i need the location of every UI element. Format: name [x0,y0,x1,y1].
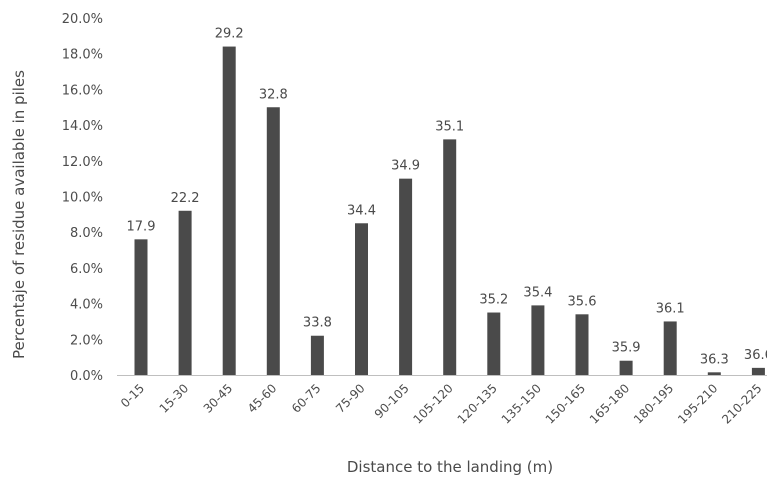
x-tick-label: 0-15 [118,381,147,410]
y-tick-label: 4.0% [70,298,103,313]
y-tick-label: 0.0% [70,369,103,384]
y-tick-label: 8.0% [70,226,103,241]
y-tick-label: 12.0% [62,155,103,170]
data-label: 22.2 [171,191,200,206]
y-tick-label: 18.0% [62,48,103,63]
data-label: 17.9 [127,219,156,234]
data-label: 35.2 [479,293,508,308]
y-tick-label: 10.0% [62,191,103,206]
x-tick-label: 180-195 [631,381,676,426]
y-tick-label: 16.0% [62,83,103,98]
bar [751,367,765,375]
x-tick-label: 30-45 [201,381,236,416]
data-label: 34.4 [347,203,376,218]
data-label: 33.8 [303,316,332,331]
y-tick-label: 20.0% [62,12,103,27]
x-tick-label: 150-165 [543,381,588,426]
data-label: 35.1 [435,119,464,134]
bar [487,312,501,375]
y-axis-ticks: 0.0% 2.0% 4.0% 6.0% 8.0% 10.0% 12.0% 14.0% 16.0%… [62,12,103,384]
bar [443,139,457,375]
bar [134,239,148,375]
data-label: 36.1 [656,301,685,316]
y-tick-label: 6.0% [70,262,103,277]
bars-group [134,46,765,376]
x-tick-label: 120-135 [455,381,500,426]
x-tick-label: 15-30 [157,381,192,416]
x-tick-label: 75-90 [333,381,368,416]
data-label: 35.4 [523,285,552,300]
bar [310,335,324,375]
x-tick-label: 90-105 [372,381,412,421]
data-label: 34.9 [391,159,420,174]
x-axis-ticks: 0-15 15-30 30-45 45-60 60-75 75-90 90-105105-1… [118,381,765,426]
x-tick-label: 45-60 [245,381,280,416]
y-tick-label: 14.0% [62,119,103,134]
x-tick-label: 60-75 [289,381,324,416]
x-tick-label: 105-120 [410,381,455,426]
x-tick-label: 135-150 [499,381,544,426]
data-label: 29.2 [215,27,244,42]
x-tick-label: 210-225 [719,381,764,426]
bar [663,321,677,375]
bar [707,372,721,375]
bar [178,210,192,375]
bar [531,305,545,375]
bar [575,314,589,375]
data-label: 35.6 [568,294,597,309]
data-label: 36.3 [700,352,729,367]
x-tick-label: 165-180 [587,381,632,426]
bar [619,360,633,375]
bar [355,223,368,375]
bar [266,107,280,375]
y-tick-label: 2.0% [70,333,103,348]
x-axis-title: Distance to the landing (m) [347,458,553,476]
bar [399,178,413,375]
x-tick-label: 195-210 [675,381,720,426]
bar [222,46,236,376]
data-label: 32.8 [259,87,288,102]
data-labels-group: 17.9 22.2 29.2 32.8 33.8 34.4 34.9 35.1 35.2 35.4… [127,27,767,368]
data-label: 36.6 [744,348,767,363]
data-label: 35.9 [612,341,641,356]
y-axis-title: Percentaje of residue available in piles [10,70,28,359]
